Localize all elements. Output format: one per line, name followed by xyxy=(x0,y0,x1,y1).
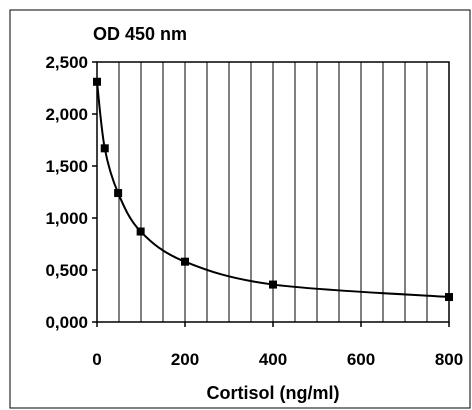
series-layer xyxy=(93,77,453,302)
y-tick-label: 2,000 xyxy=(45,105,88,124)
y-axis-title: OD 450 nm xyxy=(93,24,187,44)
y-tick-label: 0,500 xyxy=(45,261,88,280)
data-point xyxy=(100,144,109,153)
x-axis-title: Cortisol (ng/ml) xyxy=(207,383,340,403)
y-tick-label: 2,500 xyxy=(45,53,88,72)
x-tick-label: 200 xyxy=(171,350,199,369)
tick-labels: 0,000 0,500 1,000 1,500 2,000 2,500 0 200 400 600… xyxy=(45,53,463,369)
x-tick-label: 600 xyxy=(347,350,375,369)
y-tick-label: 1,500 xyxy=(45,157,88,176)
data-point xyxy=(445,293,453,302)
x-tick-label: 800 xyxy=(435,350,463,369)
data-point xyxy=(269,280,277,289)
y-tick-label: 1,000 xyxy=(45,209,88,228)
data-point xyxy=(114,189,123,198)
data-point xyxy=(181,257,189,266)
x-tick-label: 0 xyxy=(92,350,101,369)
x-tick-label: 400 xyxy=(259,350,287,369)
grid-lines xyxy=(118,62,428,322)
data-point xyxy=(136,227,145,236)
data-point xyxy=(93,77,101,86)
chart-border xyxy=(9,9,471,409)
y-tick-label: 0,000 xyxy=(45,313,88,332)
